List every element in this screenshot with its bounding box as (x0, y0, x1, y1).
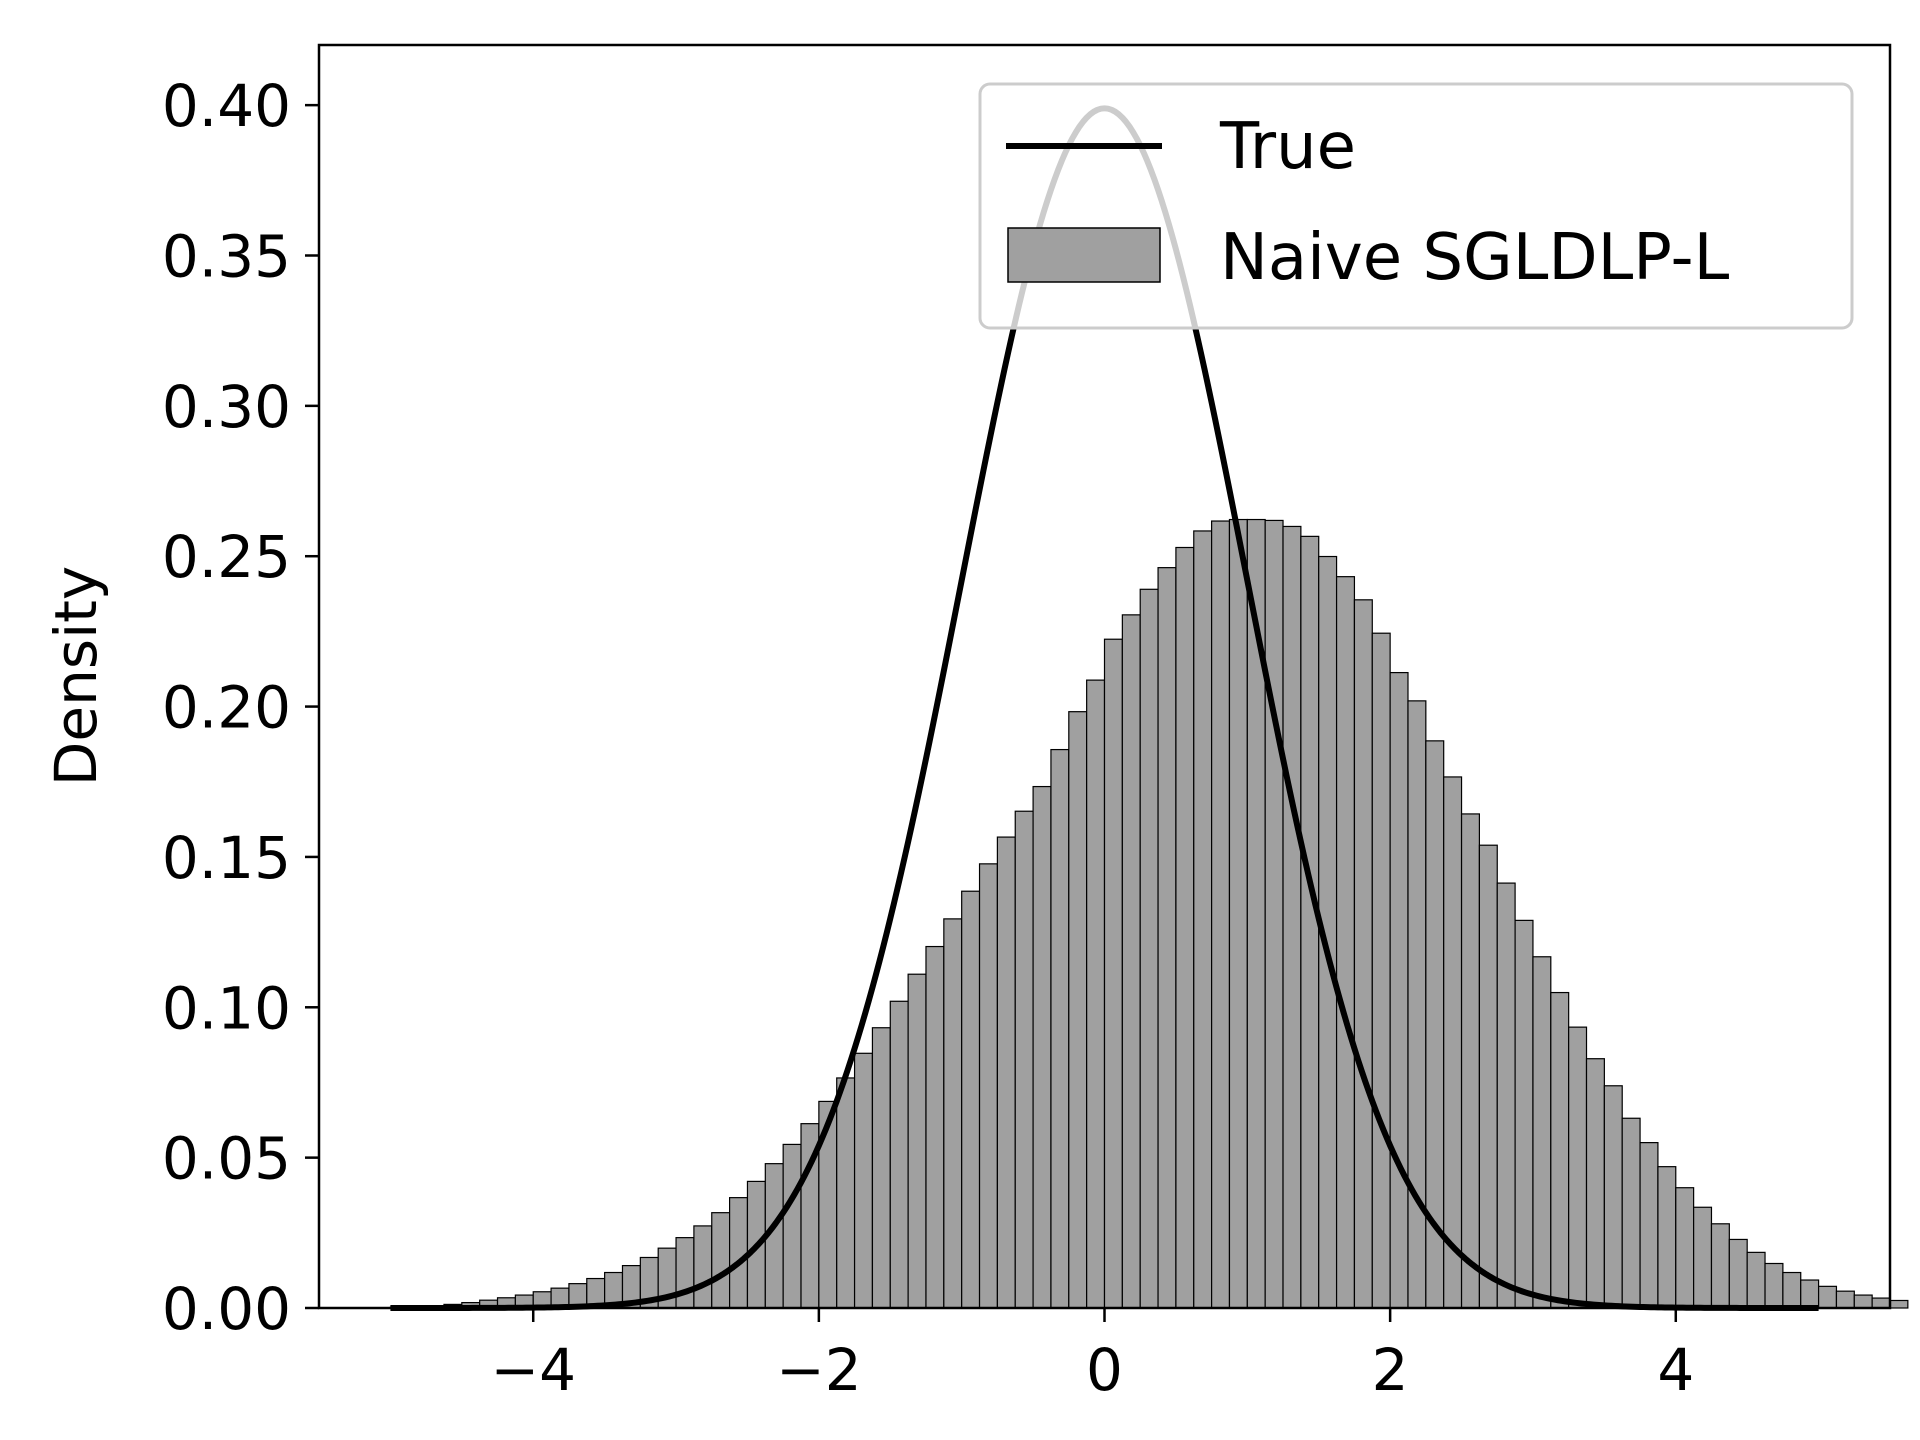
histogram-bar (1728, 1238, 1748, 1309)
histogram-bar (1068, 711, 1088, 1309)
histogram-bar (711, 1212, 731, 1309)
x-tick-label: −4 (490, 1336, 576, 1404)
histogram-bar (693, 1225, 713, 1309)
histogram-bar (1514, 919, 1534, 1309)
y-tick-label: 0.00 (162, 1275, 291, 1343)
y-tick-label: 0.35 (162, 223, 291, 291)
histogram-bar (961, 890, 981, 1309)
histogram-bar (1657, 1166, 1677, 1309)
x-axis: −4 −2 0 2 4 (490, 1308, 1694, 1404)
histogram-bar (1568, 1026, 1588, 1309)
histogram-bar (1871, 1297, 1891, 1309)
y-axis-title: Density (42, 566, 110, 787)
histogram-bar (1139, 588, 1159, 1309)
histogram-bar (1228, 518, 1248, 1309)
x-tick-label: −2 (776, 1336, 862, 1404)
histogram-bar (1639, 1142, 1659, 1309)
histogram-bar (853, 1052, 874, 1309)
histogram-bar (1389, 671, 1409, 1309)
y-tick-label: 0.30 (162, 373, 291, 441)
histogram-bar (1782, 1271, 1802, 1309)
histogram-bar (1817, 1285, 1838, 1309)
histogram-bar (1103, 638, 1123, 1309)
y-tick-label: 0.20 (162, 674, 291, 742)
legend-histogram-label: Naive SGLDLP-L (1220, 221, 1730, 295)
histogram-bar (1121, 614, 1141, 1309)
legend-true-label: True (1219, 110, 1356, 184)
histogram-bar (1710, 1223, 1730, 1309)
histogram-bar (1746, 1251, 1766, 1309)
histogram-bar (978, 863, 998, 1309)
histogram-bar (1193, 530, 1213, 1309)
histogram-bar (1835, 1290, 1855, 1309)
x-tick-label: 4 (1657, 1336, 1694, 1404)
histogram-bar (1460, 813, 1480, 1309)
histogram-bar (836, 1077, 856, 1309)
y-axis: 0.00 0.05 0.10 0.15 0.20 0.25 0.30 0.35 0.40 (162, 72, 319, 1343)
legend-box (978, 82, 1854, 330)
histogram-bar (889, 1000, 909, 1309)
histogram-bar (1032, 785, 1052, 1309)
y-tick-label: 0.05 (162, 1125, 291, 1193)
histogram-bar (729, 1197, 749, 1309)
x-tick-label: 0 (1086, 1336, 1123, 1404)
histogram-bar (1407, 700, 1427, 1309)
histogram-bar (1675, 1187, 1695, 1309)
histogram-bar (1764, 1262, 1784, 1309)
histogram-bar (925, 945, 945, 1309)
histogram-bar (782, 1143, 802, 1309)
histogram-bar (1550, 991, 1570, 1309)
histogram-bar (1889, 1299, 1909, 1309)
histogram-bar (1693, 1206, 1713, 1309)
histogram-bar (1585, 1058, 1605, 1309)
histogram-bar (1211, 520, 1231, 1309)
histogram-bar (1157, 567, 1177, 1309)
y-tick-label: 0.15 (162, 824, 291, 892)
histogram-bar (1014, 810, 1034, 1309)
legend: True Naive SGLDLP-L (978, 82, 1854, 330)
histogram-bar (1282, 525, 1302, 1309)
histogram-bar (1621, 1117, 1641, 1309)
histogram-bar (1175, 546, 1195, 1309)
histogram-bar (1086, 679, 1106, 1309)
histogram-bar (871, 1027, 891, 1309)
histogram-bar (1478, 844, 1498, 1309)
histogram-bar (1300, 535, 1320, 1309)
histogram-bar (1335, 576, 1356, 1309)
histogram-bar (1800, 1279, 1820, 1309)
y-tick-label: 0.40 (162, 72, 291, 140)
histogram-bar (943, 918, 963, 1309)
histogram-bar (1603, 1085, 1623, 1309)
histogram-bar (675, 1237, 695, 1309)
histogram-bar (1371, 632, 1391, 1309)
legend-histogram-swatch (1007, 227, 1161, 283)
histogram-bar (1496, 882, 1516, 1309)
histogram-bar (1443, 776, 1463, 1309)
histogram-bar (1532, 956, 1552, 1309)
y-tick-label: 0.10 (162, 974, 291, 1042)
histogram-bar (1050, 748, 1070, 1309)
y-tick-label: 0.25 (162, 523, 291, 591)
histogram-bar (1264, 519, 1284, 1309)
histogram-bar (996, 836, 1016, 1309)
histogram-bars (389, 518, 1909, 1309)
x-tick-label: 2 (1372, 1336, 1409, 1404)
histogram-bar (907, 973, 927, 1309)
histogram-bar (1853, 1294, 1873, 1309)
histogram-bar (1353, 599, 1373, 1309)
